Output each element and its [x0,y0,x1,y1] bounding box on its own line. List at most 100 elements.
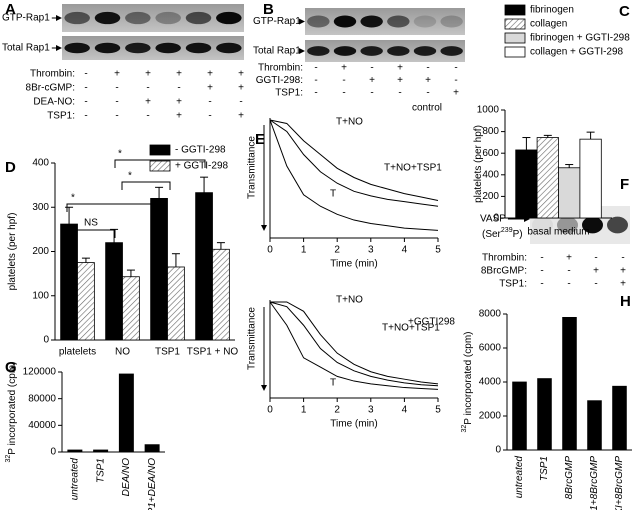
y-tick-label: 300 [32,202,49,213]
treatment-sign: - [540,266,543,277]
y-tick-label: 0 [43,335,49,346]
error-bar [216,242,225,250]
y-axis-label: 32P incorporated (cpm) [5,362,17,463]
significance-label: * [71,193,75,204]
x-tick-label: DEA/NO [121,458,132,497]
x-tick-label: TSP1 [539,456,550,481]
y-tick-label: 200 [482,191,499,202]
significance-label: NS [84,218,98,229]
treatment-sign: - [208,111,211,122]
site-superscript: 239 [501,227,513,234]
bar [60,223,78,341]
treatment-sign: - [426,88,429,99]
treatment-sign: + [593,266,599,277]
treatment-sign: - [314,75,317,86]
x-tick-label: 5 [435,405,441,416]
treatment-sign: + [207,83,213,94]
treatment-sign: - [370,63,373,74]
x-tick-label: NO [115,347,130,358]
panel-letter: C [619,3,630,20]
site-text: P) [513,229,523,240]
x-tick-label: TSP1+8BrcGMP [589,456,600,510]
treatment-sign: - [370,88,373,99]
blot-band [413,15,437,28]
x-tick-label: 5 [435,245,441,256]
x-tick-label: 1 [301,405,307,416]
treatment-sign: - [84,97,87,108]
x-tick-label: TSP1 [155,347,180,358]
y-tick-label: 600 [482,148,499,159]
x-tick-label: 0 [267,405,273,416]
blot-band [155,11,181,25]
blot-background [62,36,244,60]
x-tick-label: 2 [334,245,340,256]
blot [305,8,465,35]
blot-band [413,46,437,56]
treatment-sign: - [454,63,457,74]
treatment-sign: - [621,253,624,264]
y-axis-label-text: P incorporated (cpm) [7,362,18,455]
blot-band [64,11,90,25]
y-tick-label: 120000 [23,367,57,378]
x-tick-label: untreated [70,458,81,501]
x-tick-label: 3 [368,245,374,256]
x-tick-label: cGKI+8BrcGMP [614,456,625,510]
treatment-sign: - [177,83,180,94]
error-bar [171,253,180,267]
bar [195,192,213,341]
bar [150,197,168,341]
treatment-sign: - [342,88,345,99]
treatment-sign: + [453,88,459,99]
bar [536,137,559,219]
treatment-sign: + [114,69,120,80]
treatment-sign: - [208,97,211,108]
legend-label: fibrinogen [530,5,574,16]
x-tick-label: untreated [514,456,525,499]
panel-letter: G [5,359,17,376]
y-tick-label: 400 [32,158,49,169]
x-tick-label: 3 [368,405,374,416]
x-tick-label: 8BrcGMP [564,456,575,500]
blot-band [557,216,578,234]
treatment-sign: + [238,69,244,80]
trace-line [269,119,439,231]
trace-label: T+NO [336,295,363,306]
bar [105,242,123,341]
panel-letter: F [620,176,629,193]
error-bar [110,228,119,243]
row-label: TSP1: [499,279,527,290]
x-tick-label: 4 [402,245,408,256]
blot-band [333,46,357,56]
significance-bracket [66,203,161,212]
treatment-sign: - [84,83,87,94]
error-bar [65,206,74,225]
y-axis-label: platelets (per hpf) [473,125,484,203]
y-tick-label: 800 [482,126,499,137]
bar [558,167,581,219]
blot-band [387,46,410,56]
legend-label: + GGTI-298 [175,161,229,172]
blot-background [305,8,465,35]
blot-band [94,11,121,25]
treatment-sign: - [567,279,570,290]
blot-band [333,15,357,28]
treatment-sign: + [207,69,213,80]
treatment-sign: - [594,253,597,264]
bar [77,262,95,341]
treatment-sign: - [84,69,87,80]
y-axis-label-text: P incorporated (cpm) [463,332,474,425]
treatment-sign: - [146,111,149,122]
bar [512,381,527,451]
band-label: GTP-Rap1 [2,13,50,24]
treatment-sign: + [238,111,244,122]
y-axis-label: 32P incorporated (cpm) [461,332,473,433]
error-bar [586,131,595,140]
panel-letter: D [5,159,16,176]
y-axis-label-superscript: 32 [461,425,468,433]
treatment-sign: - [540,279,543,290]
x-axis-label: Time (min) [330,259,377,270]
treatment-sign: + [145,69,151,80]
legend-swatch [504,46,526,58]
row-label: 8BrcGMP: [481,266,527,277]
legend-label: - GGTI-298 [175,145,226,156]
